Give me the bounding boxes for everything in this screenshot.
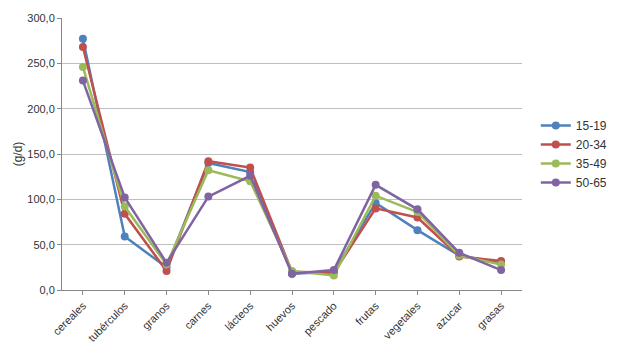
svg-text:huevos: huevos <box>264 299 298 333</box>
svg-text:100,0: 100,0 <box>27 193 55 205</box>
svg-text:15-19: 15-19 <box>576 119 607 133</box>
svg-text:azucar: azucar <box>433 299 465 331</box>
svg-text:tubérculos: tubérculos <box>86 299 131 344</box>
svg-text:pescado: pescado <box>301 300 339 338</box>
svg-text:50-65: 50-65 <box>576 176 607 190</box>
svg-text:250,0: 250,0 <box>27 57 55 69</box>
svg-text:300,0: 300,0 <box>27 12 55 24</box>
svg-text:granos: granos <box>140 299 173 332</box>
svg-text:cereales: cereales <box>50 299 88 337</box>
svg-text:20-34: 20-34 <box>576 138 607 152</box>
svg-text:50,0: 50,0 <box>33 239 54 251</box>
svg-text:lácteos: lácteos <box>222 299 255 332</box>
svg-text:150,0: 150,0 <box>27 148 55 160</box>
svg-text:35-49: 35-49 <box>576 157 607 171</box>
svg-text:frutas: frutas <box>353 299 381 327</box>
svg-text:(g/d): (g/d) <box>11 142 25 167</box>
svg-text:carnes: carnes <box>182 299 214 331</box>
svg-text:200,0: 200,0 <box>27 103 55 115</box>
svg-text:grasas: grasas <box>475 299 507 331</box>
svg-text:0,0: 0,0 <box>40 284 55 296</box>
svg-text:vegetales: vegetales <box>381 299 423 341</box>
